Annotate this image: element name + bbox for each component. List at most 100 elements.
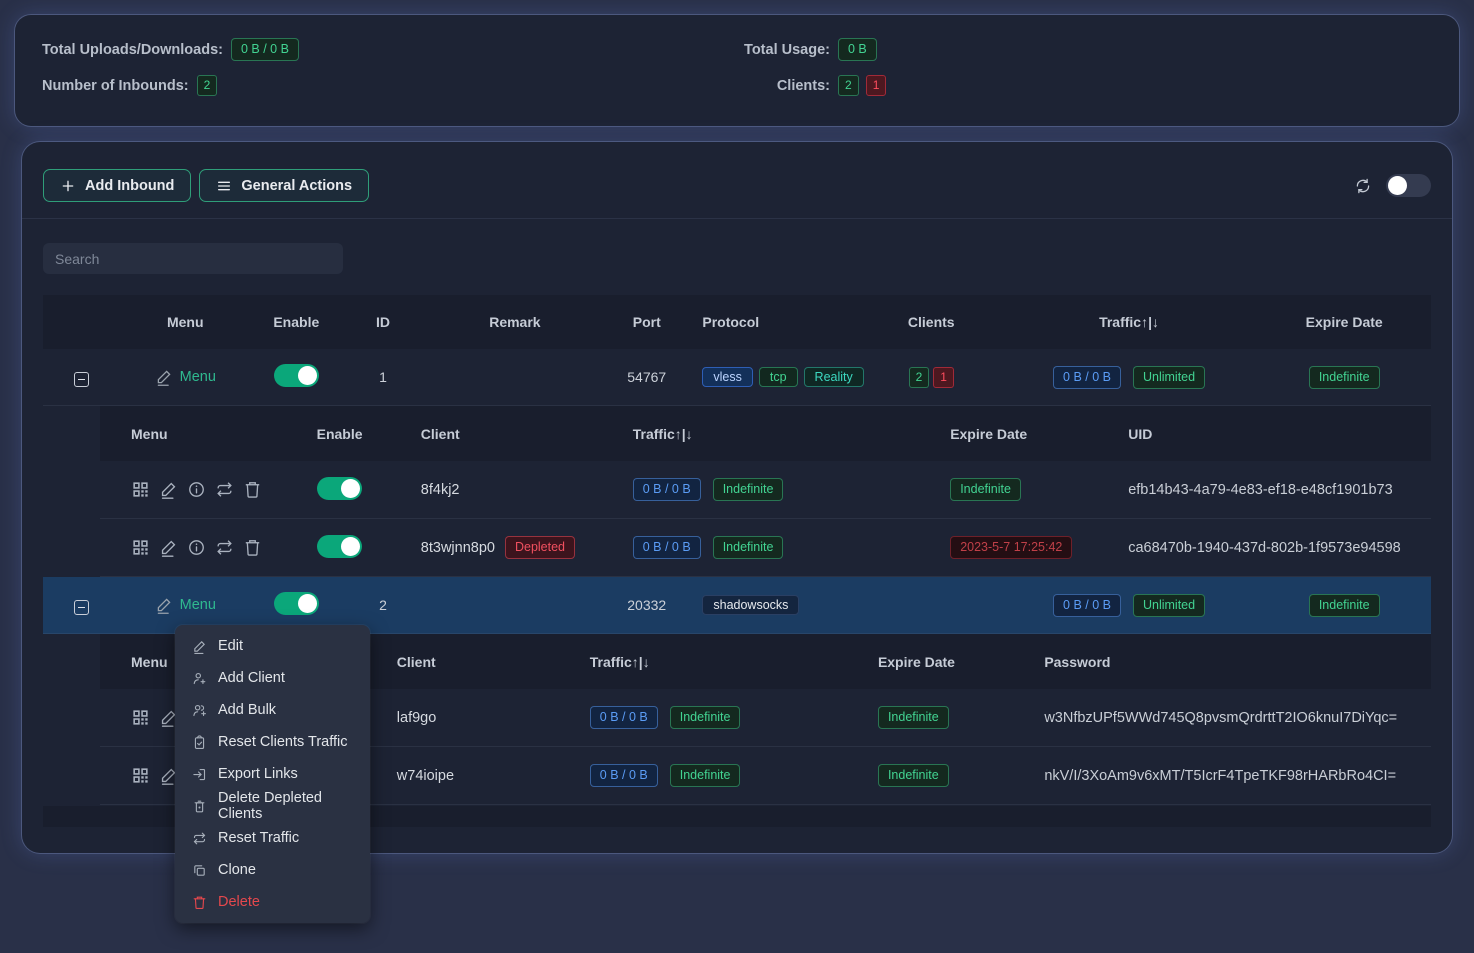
inbound-id: 2 [379, 597, 387, 613]
traffic-limit-badge: Unlimited [1132, 365, 1206, 389]
toolbar: Add Inbound General Actions [43, 169, 1431, 202]
enable-toggle[interactable] [273, 364, 319, 387]
client-row: 8f4kj2 0 B / 0 B Indefinite Indefinite e… [100, 461, 1431, 519]
total-uploads-downloads-value: 0 B / 0 B [230, 38, 299, 61]
general-actions-button[interactable]: General Actions [199, 169, 370, 202]
traffic-limit-badge: Unlimited [1132, 593, 1206, 617]
sub-header-uid: UID [1128, 425, 1153, 442]
sub-header-enable: Enable [316, 425, 363, 442]
context-menu-item-delete[interactable]: Delete [175, 886, 370, 918]
search-input[interactable] [43, 243, 343, 274]
delete-depleted-clients-icon [192, 799, 207, 814]
reset-client-traffic-icon[interactable] [215, 538, 234, 557]
client-expire-badge: Indefinite [877, 764, 949, 787]
number-of-inbounds: Number of Inbounds: 2 [42, 75, 690, 96]
edit-client-icon[interactable] [159, 538, 178, 557]
qr-code-icon[interactable] [131, 708, 150, 727]
inbound-menu-link[interactable]: Menu [155, 596, 216, 614]
context-menu-item-add-client[interactable]: Add Client [175, 662, 370, 694]
clients-stat-label: Clients: [776, 77, 830, 94]
clients-subtable-1: Menu Enable Client Traffic↑|↓ Expire Dat… [100, 406, 1431, 577]
client-traffic-limit-badge: Indefinite [712, 478, 784, 501]
sub-header-menu: Menu [131, 425, 168, 442]
client-password: w3NfbzUPf5WWd745Q8pvsmQrdrttT2IO6knuI7Di… [1044, 710, 1398, 726]
context-menu-item-label: Reset Clients Traffic [218, 734, 348, 750]
context-menu-item-add-bulk[interactable]: Add Bulk [175, 694, 370, 726]
total-usage-value: 0 B [838, 38, 877, 61]
client-enable-toggle[interactable] [317, 476, 363, 500]
delete-icon [192, 895, 207, 910]
refresh-icon[interactable] [1354, 177, 1372, 195]
number-of-inbounds-value: 2 [196, 75, 218, 96]
qr-code-icon[interactable] [131, 766, 150, 785]
plus-icon [60, 178, 76, 194]
delete-client-icon[interactable] [243, 538, 262, 557]
edit-client-icon[interactable] [159, 708, 178, 727]
add-inbound-button[interactable]: Add Inbound [43, 169, 192, 202]
edit-client-icon[interactable] [159, 766, 178, 785]
client-name: w74ioipe [396, 768, 455, 784]
qr-code-icon[interactable] [131, 480, 150, 499]
clients-active-badge: 2 [908, 366, 930, 388]
clients-depleted-badge: 1 [933, 366, 954, 388]
client-traffic-badge: 0 B / 0 B [632, 536, 701, 559]
context-menu-item-label: Delete Depleted Clients [218, 790, 322, 822]
context-menu-item-clone[interactable]: Clone [175, 854, 370, 886]
context-menu-item-delete-depleted-clients[interactable]: Delete Depleted Clients [175, 790, 370, 822]
sub-header-expire-date: Expire Date [877, 653, 955, 670]
client-row: 8t3wjnn8p0 Depleted 0 B / 0 B Indefinite… [100, 519, 1431, 577]
header-menu: Menu [166, 314, 204, 330]
add-client-icon [192, 671, 207, 686]
total-uploads-downloads-label: Total Uploads/Downloads: [42, 41, 223, 58]
header-expire-date: Expire Date [1305, 314, 1383, 330]
inbound-port: 54767 [627, 369, 667, 385]
inbound-port: 20332 [627, 597, 667, 613]
client-expire-badge: Indefinite [877, 706, 949, 729]
context-menu-item-label: Delete [218, 894, 260, 910]
stats-card: Total Uploads/Downloads: 0 B / 0 B Numbe… [15, 15, 1459, 126]
context-menu-item-reset-traffic[interactable]: Reset Traffic [175, 822, 370, 854]
client-expire-badge: Indefinite [950, 478, 1021, 501]
security-tag: Reality [803, 367, 864, 387]
qr-code-icon[interactable] [131, 538, 150, 557]
sub-header-traffic[interactable]: Traffic↑|↓ [632, 425, 693, 442]
context-menu-item-label: Export Links [218, 766, 298, 782]
edit-pencil-icon [157, 370, 171, 386]
total-usage: Total Usage: 0 B [690, 38, 886, 61]
edit-client-icon[interactable] [159, 480, 178, 499]
client-traffic-badge: 0 B / 0 B [589, 764, 658, 787]
info-icon[interactable] [187, 538, 206, 557]
inbound-id: 1 [379, 369, 387, 385]
header-clients: Clients [907, 314, 955, 330]
context-menu-item-label: Add Bulk [218, 702, 277, 718]
inbound-menu-label: Menu [179, 369, 216, 385]
reset-client-traffic-icon[interactable] [215, 480, 234, 499]
info-icon[interactable] [187, 480, 206, 499]
client-name: 8f4kj2 [420, 482, 460, 498]
client-name: 8t3wjnn8p0 [420, 539, 495, 556]
export-links-icon [192, 767, 207, 782]
header-traffic-sort[interactable]: Traffic↑|↓ [1099, 314, 1160, 330]
context-menu-item-edit[interactable]: Edit [175, 630, 370, 662]
sub-header-traffic[interactable]: Traffic↑|↓ [589, 653, 650, 670]
context-menu-item-reset-clients-traffic[interactable]: Reset Clients Traffic [175, 726, 370, 758]
total-uploads-downloads: Total Uploads/Downloads: 0 B / 0 B [42, 38, 690, 61]
header-protocol: Protocol [702, 314, 760, 330]
collapse-row-button[interactable] [73, 599, 89, 615]
delete-client-icon[interactable] [243, 480, 262, 499]
header-enable: Enable [273, 314, 320, 330]
enable-toggle[interactable] [273, 592, 319, 615]
sub-header-expire-date: Expire Date [950, 425, 1028, 442]
collapse-row-button[interactable] [73, 371, 89, 387]
context-menu-item-export-links[interactable]: Export Links [175, 758, 370, 790]
dark-mode-toggle[interactable] [1386, 174, 1431, 197]
header-id: ID [376, 314, 391, 330]
inbound-row-1: Menu 1 54767 vless tcp Reality 2 1 0 B /… [43, 349, 1431, 406]
inbound-menu-link[interactable]: Menu [155, 368, 216, 386]
client-expire-badge: 2023-5-7 17:25:42 [950, 536, 1073, 559]
header-remark: Remark [489, 314, 541, 330]
inbound-context-menu: Edit Add Client Add Bulk Reset Clients T… [175, 625, 370, 923]
client-enable-toggle[interactable] [317, 534, 363, 558]
inbounds-table-header: Menu Enable ID Remark Port Protocol Clie… [43, 295, 1431, 349]
client-traffic-badge: 0 B / 0 B [589, 706, 658, 729]
